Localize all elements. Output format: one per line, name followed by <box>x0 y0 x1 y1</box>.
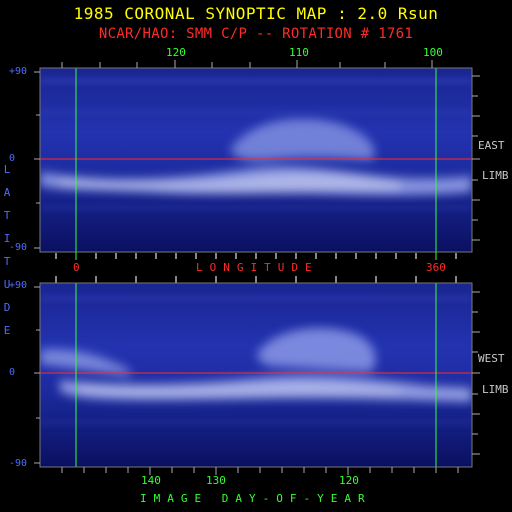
top-axis-label-110: 110 <box>289 46 309 59</box>
west-label: WEST <box>478 352 505 365</box>
top-axis-label-120: 120 <box>166 46 186 59</box>
lat-label-0-lower: 0 <box>9 367 16 378</box>
left-ticks-lower <box>34 286 40 464</box>
bottom-axis-label-120: 120 <box>339 474 359 487</box>
west-limb-label: LIMB <box>482 383 509 396</box>
lat-label-plus90-upper: +90 <box>9 66 28 77</box>
lat-label-plus90-lower: +90 <box>9 280 28 291</box>
east-limb-panel <box>40 68 472 252</box>
top-ticks <box>61 60 433 68</box>
right-ticks <box>472 75 480 455</box>
lat-label-0-upper: 0 <box>9 153 16 164</box>
longitude-ticks <box>55 253 457 283</box>
left-ticks-upper <box>34 71 40 249</box>
top-axis-label-100: 100 <box>423 46 443 59</box>
west-limb-panel <box>40 283 472 467</box>
bottom-axis-title: IMAGE DAY-OF-YEAR <box>140 492 372 505</box>
east-label: EAST <box>478 139 505 152</box>
bottom-ticks <box>61 467 459 475</box>
map-title: 1985 CORONAL SYNOPTIC MAP : 2.0 Rsun <box>73 4 439 23</box>
bottom-axis-label-130: 130 <box>206 474 226 487</box>
lat-label-minus90-upper: -90 <box>9 242 28 253</box>
lat-label-minus90-lower: -90 <box>9 458 28 469</box>
bottom-axis-label-140: 140 <box>141 474 161 487</box>
longitude-label-0: 0 <box>73 261 80 274</box>
map-subtitle: NCAR/HAO: SMM C/P -- ROTATION # 1761 <box>98 26 414 42</box>
longitude-axis-title: LONGITUDE <box>196 261 319 274</box>
longitude-label-360: 360 <box>426 261 446 274</box>
east-limb-label: LIMB <box>482 169 509 182</box>
